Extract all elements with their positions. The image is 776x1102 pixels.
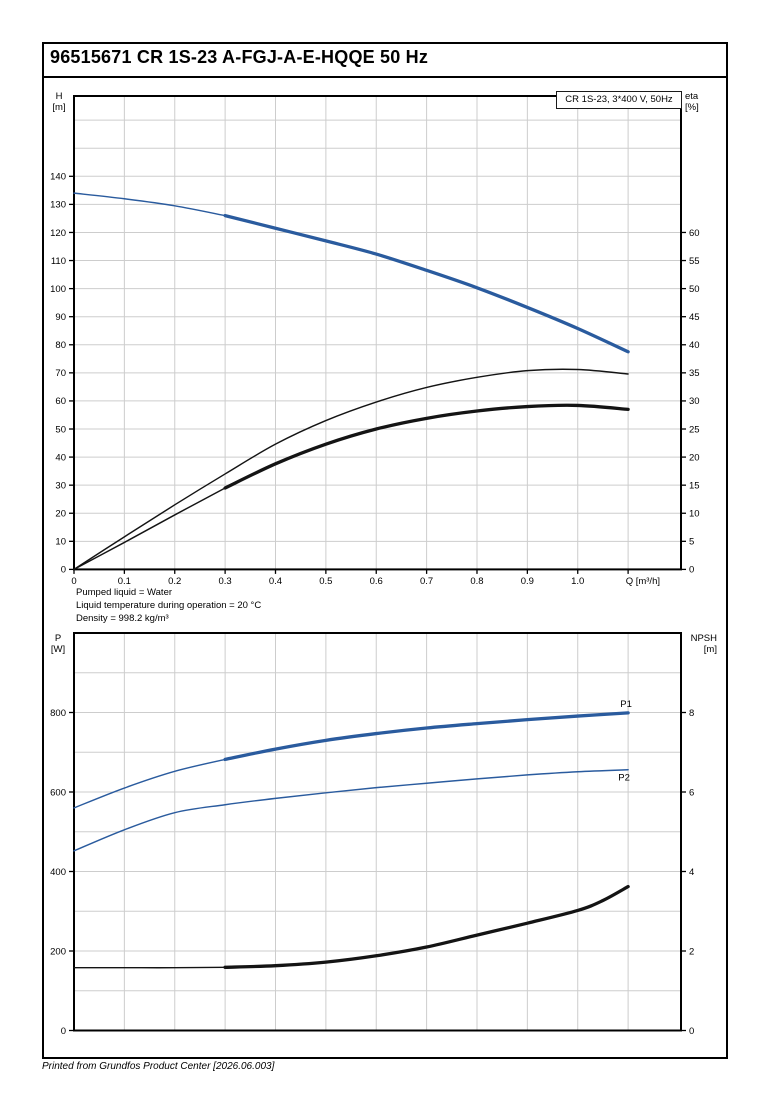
svg-text:60: 60 <box>55 396 66 407</box>
footer-printed-from: Printed from Grundfos Product Center [20… <box>42 1061 275 1072</box>
svg-text:600: 600 <box>50 787 66 798</box>
series-p2-curve: P2 <box>73 769 630 852</box>
note-pumped-liquid: Pumped liquid = Water <box>76 587 173 598</box>
svg-text:Q [m³/h]: Q [m³/h] <box>626 576 660 587</box>
svg-text:0: 0 <box>71 576 76 587</box>
svg-text:10: 10 <box>689 509 700 520</box>
npsh-axis-label: NPSH [m] <box>690 633 717 655</box>
power-npsh-chart: 0 200 400 600 800 0 2 4 6 8 P1 P2 <box>50 632 694 1037</box>
svg-text:0: 0 <box>61 565 66 576</box>
svg-text:35: 35 <box>689 368 700 379</box>
series-eta-pump <box>73 368 629 571</box>
svg-text:40: 40 <box>55 452 66 463</box>
svg-text:0.6: 0.6 <box>370 576 383 587</box>
grid <box>74 96 681 570</box>
p-axis-label: P [W] <box>50 633 66 655</box>
qh-eta-chart: 0 0.1 0.2 0.3 0.4 0.5 0.6 0.7 0.8 0.9 1.0 0 10 20 30 40… <box>50 95 700 587</box>
svg-text:20: 20 <box>55 509 66 520</box>
svg-text:0.2: 0.2 <box>168 576 181 587</box>
note-liquid-temperature: Liquid temperature during operation = 20… <box>76 600 262 611</box>
svg-text:4: 4 <box>689 867 694 878</box>
svg-text:15: 15 <box>689 480 700 491</box>
svg-text:0.3: 0.3 <box>219 576 232 587</box>
svg-text:110: 110 <box>51 256 66 267</box>
note-density: Density = 998.2 kg/m³ <box>76 613 169 624</box>
h-axis-label: H [m] <box>52 91 66 113</box>
svg-text:1.0: 1.0 <box>571 576 584 587</box>
svg-text:45: 45 <box>689 312 700 323</box>
series-p1-curve: P1 <box>73 699 632 809</box>
page-border <box>42 42 728 1059</box>
svg-text:0: 0 <box>689 1026 694 1037</box>
svg-text:10: 10 <box>55 537 66 548</box>
plot-border <box>73 632 682 1032</box>
svg-text:40: 40 <box>689 340 700 351</box>
svg-text:100: 100 <box>50 284 66 295</box>
svg-text:20: 20 <box>689 452 700 463</box>
svg-text:130: 130 <box>50 200 66 211</box>
title-divider <box>42 76 726 78</box>
page-title: 96515671 CR 1S-23 A-FGJ-A-E-HQQE 50 Hz <box>50 47 429 67</box>
eta-axis-label: eta [%] <box>685 91 699 113</box>
svg-text:0.8: 0.8 <box>470 576 483 587</box>
svg-text:140: 140 <box>50 172 66 183</box>
svg-text:50: 50 <box>689 284 700 295</box>
tick-labels: 0 0.1 0.2 0.3 0.4 0.5 0.6 0.7 0.8 0.9 1.0 0 10 20 30 40… <box>50 172 699 587</box>
svg-text:70: 70 <box>55 368 66 379</box>
series-head-curve <box>73 192 630 354</box>
plot-border <box>73 95 682 571</box>
svg-text:400: 400 <box>50 867 66 878</box>
svg-text:25: 25 <box>689 424 700 435</box>
liquid-notes: Pumped liquid = Water Liquid temperature… <box>76 586 261 625</box>
svg-text:200: 200 <box>50 946 66 957</box>
svg-text:5: 5 <box>689 537 694 548</box>
svg-text:60: 60 <box>689 228 700 239</box>
svg-text:0.9: 0.9 <box>521 576 534 587</box>
tick-labels: 0 200 400 600 800 0 2 4 6 8 <box>50 708 694 1037</box>
svg-text:30: 30 <box>689 396 700 407</box>
svg-text:8: 8 <box>689 708 694 719</box>
svg-text:6: 6 <box>689 787 694 798</box>
svg-text:55: 55 <box>689 256 700 267</box>
svg-text:0.4: 0.4 <box>269 576 282 587</box>
svg-text:80: 80 <box>55 340 66 351</box>
svg-text:800: 800 <box>50 708 66 719</box>
svg-text:50: 50 <box>55 424 66 435</box>
svg-text:0: 0 <box>689 565 694 576</box>
svg-text:120: 120 <box>50 228 66 239</box>
series-label-P2: P2 <box>618 773 630 784</box>
svg-text:0.5: 0.5 <box>319 576 332 587</box>
svg-text:0.1: 0.1 <box>118 576 131 587</box>
grid <box>74 633 681 1031</box>
series-label-P1: P1 <box>620 699 632 710</box>
series-npsh-curve <box>73 884 630 969</box>
svg-text:0.7: 0.7 <box>420 576 433 587</box>
svg-text:0: 0 <box>61 1026 66 1037</box>
curve-legend: CR 1S-23, 3*400 V, 50Hz <box>556 91 682 109</box>
series-eta-pump-motor <box>73 403 630 571</box>
axis-ticks <box>69 175 686 574</box>
svg-text:2: 2 <box>689 946 694 957</box>
svg-text:30: 30 <box>55 480 66 491</box>
svg-text:90: 90 <box>55 312 66 323</box>
